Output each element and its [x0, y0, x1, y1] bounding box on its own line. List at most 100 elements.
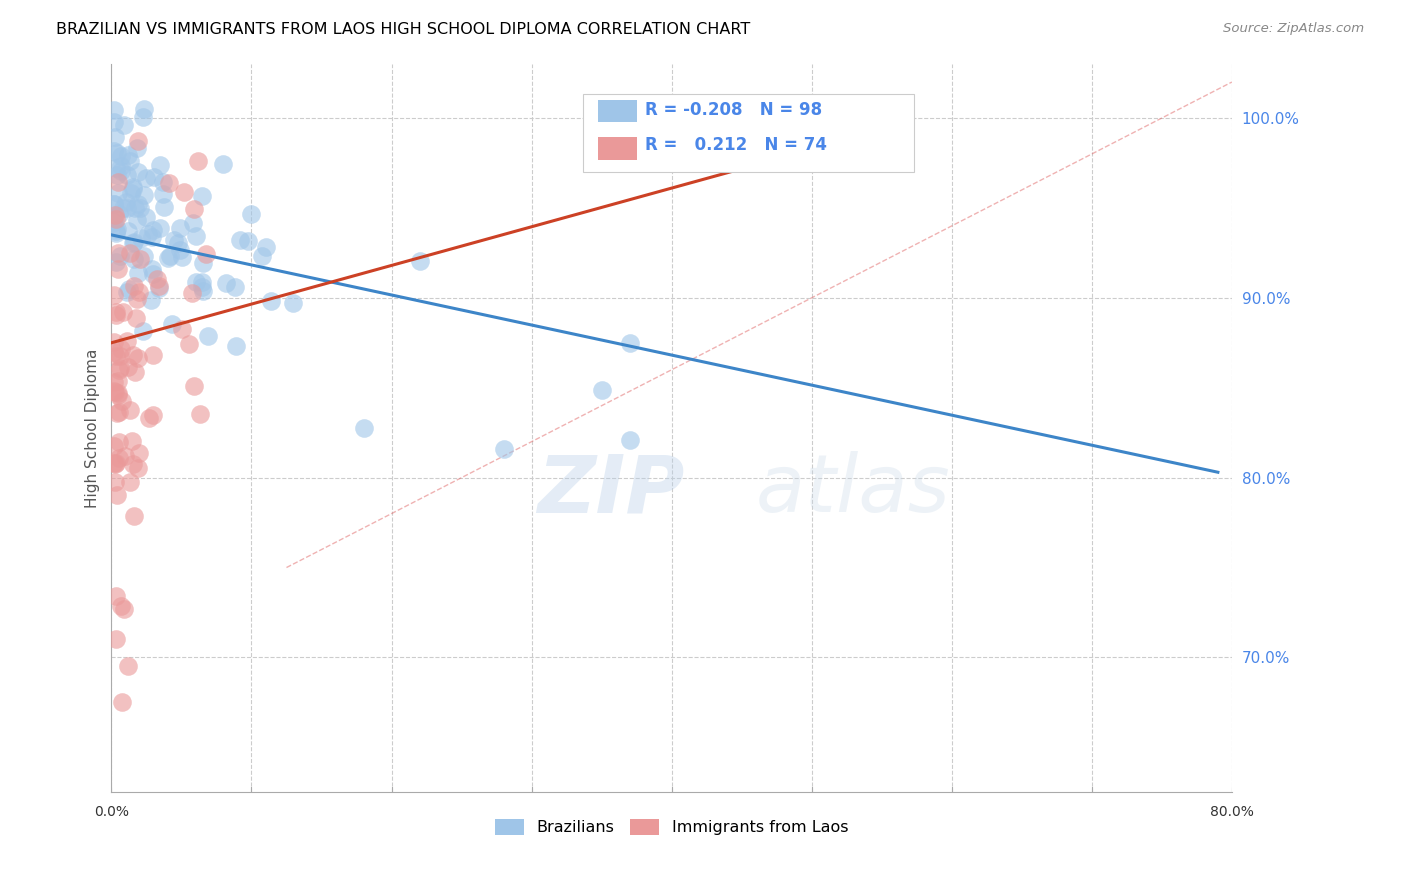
Point [105, 305, 128, 319]
Point [141, 262, 163, 277]
Point [134, 188, 156, 202]
Point [148, 279, 170, 293]
Point [105, 350, 128, 364]
Point [115, 195, 138, 210]
Point [110, 159, 132, 173]
Point [173, 186, 195, 200]
Point [149, 220, 172, 235]
Point [179, 337, 201, 351]
Point [104, 212, 127, 227]
Point [212, 157, 235, 171]
Point [127, 196, 149, 211]
Point [492, 442, 515, 457]
Point [104, 129, 127, 144]
Point [162, 233, 184, 247]
Point [132, 110, 155, 124]
Point [236, 235, 259, 249]
Text: atlas: atlas [755, 451, 950, 529]
Point [115, 334, 138, 348]
Point [187, 154, 209, 169]
Point [107, 388, 129, 402]
Point [169, 243, 191, 257]
Point [191, 284, 214, 298]
Point [103, 384, 125, 398]
Text: 80.0%: 80.0% [1211, 805, 1254, 819]
Point [170, 322, 193, 336]
Point [183, 379, 205, 393]
Point [180, 286, 202, 301]
Point [127, 351, 149, 366]
Point [143, 169, 166, 184]
Point [110, 361, 132, 376]
Point [124, 279, 146, 293]
Point [105, 255, 128, 269]
Point [117, 359, 139, 374]
Point [122, 252, 145, 267]
Point [110, 599, 132, 614]
Point [105, 145, 128, 160]
Point [105, 488, 128, 502]
Point [111, 695, 134, 709]
Point [127, 134, 149, 148]
Point [162, 317, 184, 331]
Point [125, 310, 148, 325]
Point [146, 272, 169, 286]
Point [142, 348, 165, 362]
Point [118, 475, 141, 489]
Point [127, 461, 149, 475]
Point [108, 451, 131, 466]
Point [149, 158, 172, 172]
Point [120, 186, 142, 200]
Point [107, 386, 129, 401]
Point [142, 268, 165, 282]
Point [103, 344, 125, 359]
Point [103, 103, 125, 118]
Point [619, 335, 641, 350]
Y-axis label: High School Diploma: High School Diploma [86, 349, 100, 508]
Point [128, 201, 150, 215]
Point [103, 215, 125, 229]
Point [139, 293, 162, 308]
Text: Source: ZipAtlas.com: Source: ZipAtlas.com [1223, 22, 1364, 36]
Point [190, 280, 212, 294]
Point [122, 348, 145, 362]
Point [224, 279, 246, 293]
Point [591, 383, 613, 397]
Point [105, 589, 128, 603]
Point [103, 197, 125, 211]
Point [122, 457, 145, 471]
Text: R = -0.208   N = 98: R = -0.208 N = 98 [645, 101, 823, 119]
Point [117, 169, 139, 183]
Point [111, 305, 134, 319]
Point [128, 446, 150, 460]
Point [240, 206, 263, 220]
Point [127, 266, 149, 280]
Point [104, 385, 127, 400]
Point [104, 227, 127, 241]
Point [108, 434, 131, 449]
Point [104, 475, 127, 490]
Point [107, 175, 129, 189]
Point [124, 365, 146, 379]
Point [110, 249, 132, 263]
Point [159, 249, 181, 263]
Point [107, 363, 129, 377]
Point [252, 249, 274, 263]
Legend: Brazilians, Immigrants from Laos: Brazilians, Immigrants from Laos [495, 819, 848, 835]
Point [121, 182, 143, 196]
Point [104, 209, 127, 223]
Point [103, 115, 125, 129]
Point [117, 224, 139, 238]
Point [108, 405, 131, 419]
Point [117, 201, 139, 215]
Point [103, 287, 125, 301]
Point [104, 308, 127, 322]
Point [129, 231, 152, 245]
Point [104, 632, 127, 647]
Point [104, 457, 127, 471]
Point [105, 224, 128, 238]
Point [105, 406, 128, 420]
Point [135, 210, 157, 224]
Point [120, 154, 142, 169]
Point [105, 161, 128, 175]
